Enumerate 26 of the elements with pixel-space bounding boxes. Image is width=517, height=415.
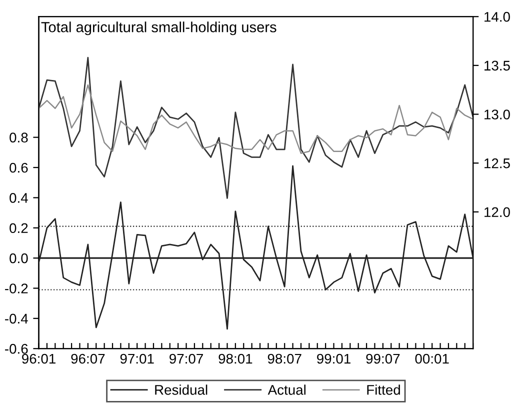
x-tick-label: 97:07 — [170, 354, 203, 364]
x-tick-label: 96:07 — [71, 354, 105, 364]
y2-tick-label: 12.0 — [484, 207, 510, 218]
y2-tick-label: 13.5 — [484, 60, 510, 71]
y-tick-label: 0.8 — [10, 132, 28, 142]
x-tick-label: 99:01 — [317, 354, 350, 364]
y-tick-label: 0.0 — [10, 253, 28, 264]
x-tick-label: 99:07 — [366, 354, 400, 364]
y2-tick-label: 14.0 — [484, 12, 510, 22]
x-tick-label: 98:07 — [268, 354, 302, 364]
y-tick-label: 0.2 — [10, 223, 28, 234]
legend-label: Actual — [268, 384, 306, 395]
y-tick-label: -0.2 — [5, 284, 28, 294]
x-tick-label: 00:01 — [415, 354, 449, 364]
chart-title: Total agricultural small-holding users — [41, 22, 276, 36]
y-tick-label: -0.4 — [5, 314, 28, 324]
y2-tick-label: 13.0 — [484, 110, 510, 120]
x-tick-label: 98:01 — [218, 354, 252, 364]
legend-label: Residual — [155, 384, 208, 395]
x-tick-label: 96:01 — [22, 354, 56, 364]
legend-label: Fitted — [367, 384, 400, 395]
y-tick-label: 0.6 — [10, 162, 28, 173]
x-tick-label: 97:01 — [120, 354, 154, 364]
y-tick-label: -0.6 — [5, 344, 28, 354]
y2-tick-label: 12.5 — [484, 158, 510, 168]
y-tick-label: 0.4 — [10, 193, 28, 203]
